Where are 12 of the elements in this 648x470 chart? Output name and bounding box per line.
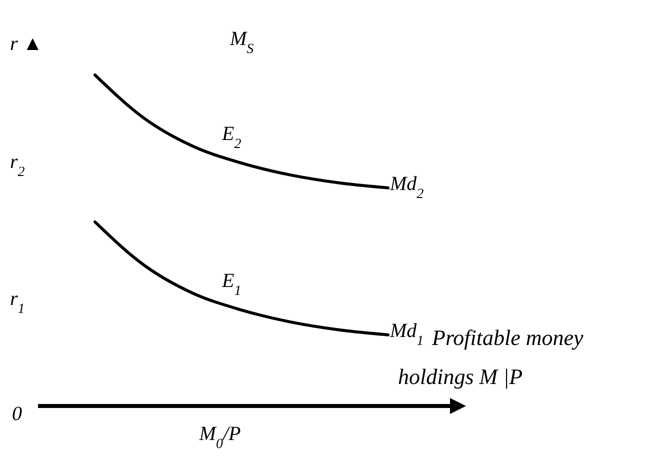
- series-label: Md$_{2}$: [389, 172, 424, 202]
- text: 0: [12, 403, 22, 425]
- y-axis-title: r ▲: [10, 33, 43, 55]
- annotation: Profitable money: [431, 325, 584, 350]
- annotation: E$_{1}$: [221, 270, 242, 298]
- text: r$_{2}$: [10, 151, 25, 180]
- text: M$_{0}$/P: [198, 423, 241, 452]
- series-label: Md$_{1}$: [389, 320, 424, 348]
- text: M$_{S}$: [229, 28, 254, 56]
- annotation: E$_{2}$: [221, 123, 242, 152]
- text: r$_{1}$: [10, 288, 25, 316]
- annotation: holdings M |P: [398, 364, 523, 389]
